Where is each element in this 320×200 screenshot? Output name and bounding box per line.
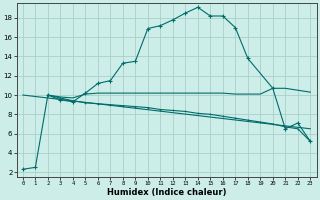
X-axis label: Humidex (Indice chaleur): Humidex (Indice chaleur) — [107, 188, 226, 197]
